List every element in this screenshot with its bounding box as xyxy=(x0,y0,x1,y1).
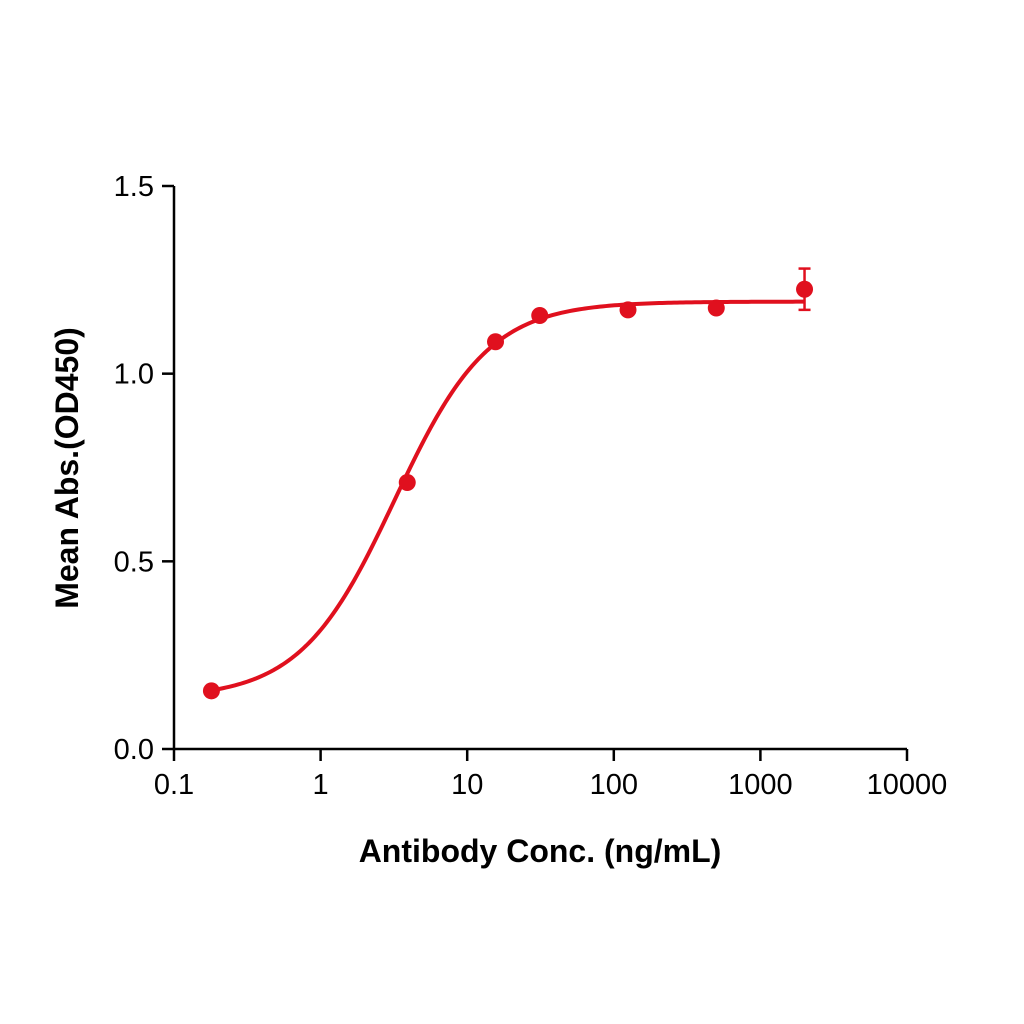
y-tick-label-0: 0.0 xyxy=(114,734,154,766)
data-point-0-6 xyxy=(796,280,814,298)
data-point-0-1 xyxy=(398,474,416,492)
data-point-0-5 xyxy=(707,299,725,317)
x-tick-label-3: 100 xyxy=(590,769,638,801)
data-point-0-2 xyxy=(487,333,505,351)
x-ticks: 0.1 1 10 100 1000 10000 xyxy=(154,749,947,801)
x-tick-label-0: 0.1 xyxy=(154,769,194,801)
y-tick-label-3: 1.5 xyxy=(114,171,154,203)
x-axis-title: Antibody Conc. (ng/mL) xyxy=(359,833,722,869)
y-axis-title: Mean Abs.(OD450) xyxy=(49,327,85,609)
x-tick-label-1: 1 xyxy=(313,769,329,801)
fit-curves xyxy=(211,299,805,693)
y-tick-label-1: 0.5 xyxy=(114,546,154,578)
x-tick-label-4: 1000 xyxy=(728,769,793,801)
y-ticks: 0.0 0.5 1.0 1.5 xyxy=(114,171,174,766)
x-tick-label-2: 10 xyxy=(451,769,483,801)
data-point-0-4 xyxy=(619,301,637,319)
data-point-0-3 xyxy=(531,306,549,324)
data-points xyxy=(202,280,814,700)
data-point-0-0 xyxy=(202,682,220,700)
axes xyxy=(172,186,907,751)
y-tick-label-2: 1.0 xyxy=(114,359,154,391)
fit-curve-0 xyxy=(211,299,805,693)
x-tick-label-5: 10000 xyxy=(867,769,948,801)
